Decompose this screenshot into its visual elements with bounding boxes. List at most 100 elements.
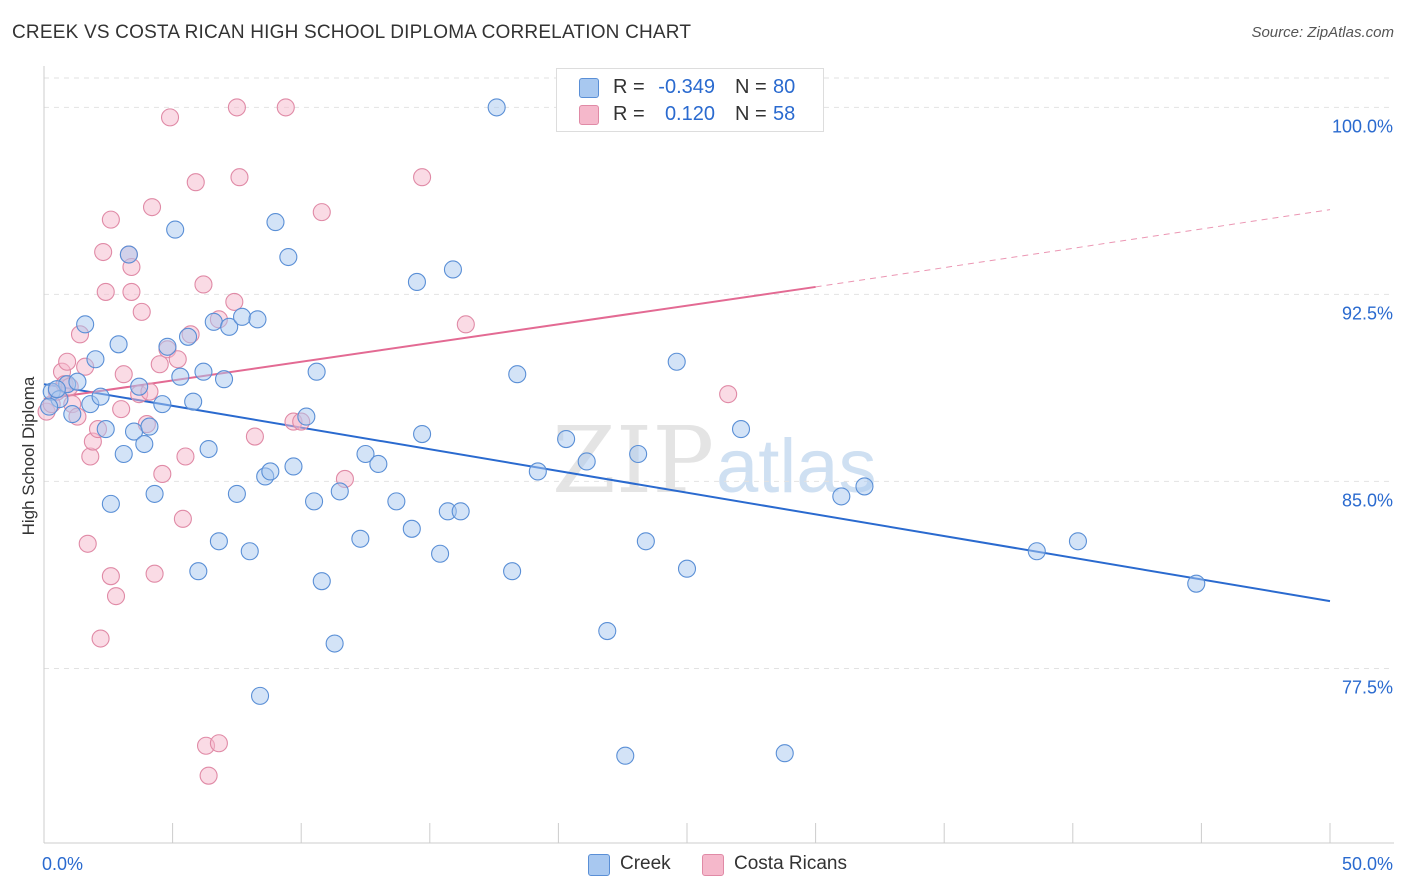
point-creek — [214, 370, 234, 389]
legend-r-label: R = — [613, 103, 645, 125]
x-tick-label: 50.0% — [1342, 854, 1393, 874]
point-costa-ricans — [94, 242, 113, 262]
point-costa-ricans — [101, 567, 120, 586]
point-costa-ricans — [106, 587, 126, 606]
chart-title: CREEK VS COSTA RICAN HIGH SCHOOL DIPLOMA… — [12, 22, 692, 43]
y-tick-label: 92.5% — [1342, 303, 1393, 323]
point-creek — [1027, 542, 1046, 561]
point-creek — [86, 350, 105, 369]
point-creek — [451, 502, 470, 521]
trend-line-creek — [43, 383, 1331, 603]
point-costa-ricans — [199, 766, 218, 785]
source-label: Source: ZipAtlas.com — [1251, 24, 1394, 41]
legend-row-costa-ricans: R = 0.120 N = 58 — [557, 101, 823, 127]
legend-r-value: -0.349 — [658, 76, 715, 98]
point-creek — [199, 439, 218, 459]
point-creek — [855, 477, 874, 496]
point-costa-ricans — [153, 464, 172, 484]
legend-swatch-creek — [579, 78, 599, 98]
point-costa-ricans — [168, 350, 187, 369]
point-creek — [266, 213, 285, 232]
point-creek — [731, 420, 751, 439]
point-costa-ricans — [81, 447, 100, 466]
point-creek — [220, 317, 239, 336]
point-creek — [616, 746, 635, 765]
point-creek — [351, 529, 370, 548]
point-creek — [667, 352, 686, 371]
y-tick-label: 100.0% — [1332, 116, 1393, 136]
point-costa-ricans — [312, 203, 331, 222]
point-costa-ricans — [96, 282, 115, 301]
legend-n-value: 80 — [773, 76, 796, 98]
point-creek — [91, 387, 110, 406]
point-creek — [431, 544, 450, 563]
point-creek — [307, 362, 326, 381]
legend-n-label: N = — [735, 76, 767, 98]
point-creek — [114, 444, 133, 464]
point-creek — [158, 337, 177, 356]
point-costa-ricans — [225, 292, 244, 311]
y-tick-label: 77.5% — [1342, 677, 1393, 697]
point-creek — [96, 420, 115, 439]
point-creek — [40, 397, 59, 416]
point-creek — [636, 532, 655, 551]
point-creek — [261, 462, 280, 481]
point-creek — [248, 310, 267, 329]
data-points — [37, 98, 1206, 785]
series-legend: Creek Costa Ricans — [0, 852, 1406, 878]
point-costa-ricans — [176, 447, 195, 466]
point-creek — [1068, 532, 1087, 551]
point-creek — [76, 315, 95, 334]
point-creek — [402, 519, 421, 538]
point-costa-ricans — [194, 275, 213, 294]
legend-row-creek: R = -0.349 N = 80 — [557, 74, 823, 100]
point-creek — [145, 484, 164, 503]
legend-r-value: 0.120 — [664, 103, 715, 125]
point-creek — [109, 335, 128, 354]
point-creek — [232, 307, 252, 326]
point-creek — [194, 362, 213, 381]
legend-swatch-costa-ricans — [579, 105, 599, 125]
point-creek — [119, 245, 138, 264]
point-creek — [356, 444, 375, 464]
point-creek — [171, 367, 190, 386]
axis-labels: 77.5% 85.0% 92.5% 100.0% 0.0% 50.0% High Schoo… — [19, 116, 1393, 874]
point-creek — [577, 452, 596, 471]
x-tick-label: 0.0% — [42, 854, 83, 874]
point-costa-ricans — [150, 355, 169, 374]
point-creek — [135, 434, 154, 454]
point-creek — [184, 392, 203, 411]
point-creek — [250, 686, 270, 705]
point-creek — [325, 634, 344, 653]
point-costa-ricans — [173, 509, 192, 528]
point-creek — [598, 621, 617, 641]
point-costa-ricans — [227, 98, 246, 117]
point-costa-ricans — [132, 302, 151, 321]
legend-n-value: 58 — [773, 103, 796, 125]
point-costa-ricans — [112, 400, 131, 419]
point-creek — [279, 247, 298, 267]
point-costa-ricans — [142, 198, 162, 217]
point-costa-ricans — [145, 564, 164, 583]
point-creek — [1187, 574, 1206, 593]
point-creek — [503, 562, 522, 581]
point-creek — [487, 98, 506, 117]
point-creek — [63, 405, 82, 424]
point-costa-ricans — [122, 282, 141, 301]
point-creek — [68, 372, 87, 391]
legend-swatch-creek — [588, 854, 610, 876]
point-costa-ricans — [230, 168, 249, 187]
point-creek — [629, 444, 648, 464]
point-creek — [130, 377, 149, 396]
point-costa-ricans — [719, 385, 738, 404]
legend-r-label: R = — [613, 76, 645, 98]
point-costa-ricans — [245, 427, 264, 446]
point-creek — [528, 462, 547, 481]
legend-label-costa-ricans: Costa Ricans — [734, 853, 847, 874]
point-creek — [557, 429, 576, 449]
legend-label-creek: Creek — [620, 853, 671, 874]
point-creek — [166, 220, 185, 239]
point-creek — [153, 395, 172, 414]
point-creek — [101, 494, 120, 513]
